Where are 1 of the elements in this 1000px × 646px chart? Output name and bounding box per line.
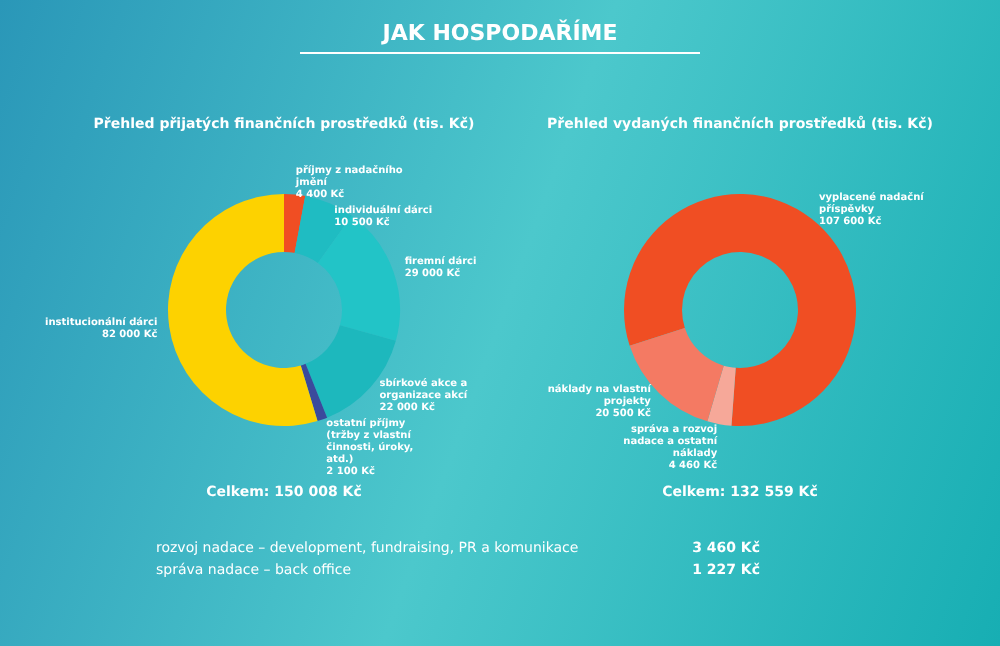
text: JAK HOSPODAŘÍME	[379, 20, 620, 46]
